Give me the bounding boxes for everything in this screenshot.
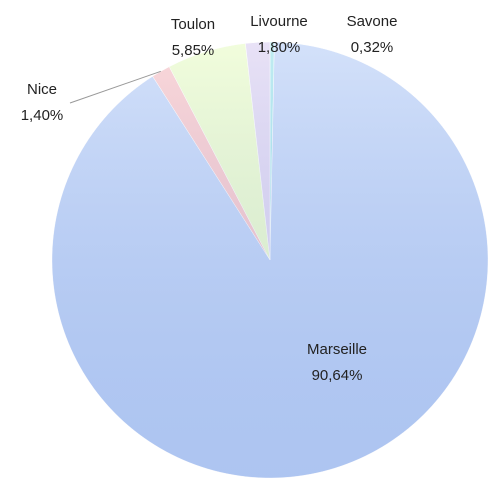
slice-value-label: 90,64%: [312, 367, 363, 384]
slice-value-label: 1,80%: [258, 39, 301, 56]
slice-label: Marseille: [307, 341, 367, 358]
slice-value-label: 0,32%: [351, 39, 394, 56]
slice-value-label: 5,85%: [172, 42, 215, 59]
slice-label: Nice: [27, 81, 57, 98]
slice-label: Livourne: [250, 13, 308, 30]
slice-value-label: 1,40%: [21, 107, 64, 124]
slice-label: Toulon: [171, 16, 215, 33]
slice-label: Savone: [347, 13, 398, 30]
leader-line: [69, 70, 161, 104]
